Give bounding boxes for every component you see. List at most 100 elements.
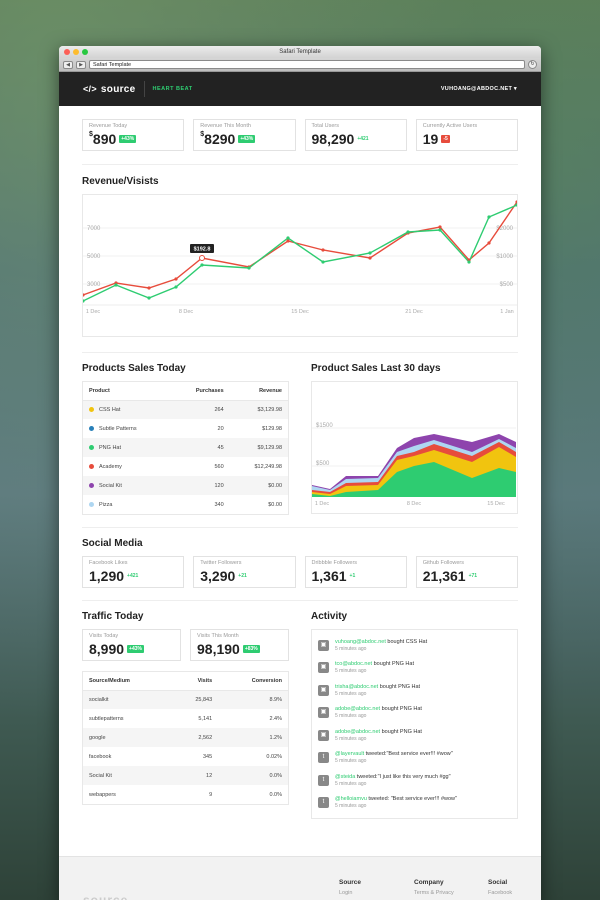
table-row[interactable]: socialkit 25,843 8.9% xyxy=(83,690,288,709)
footer-link-terms[interactable]: Terms & Privacy xyxy=(414,890,454,896)
data-point[interactable] xyxy=(487,241,491,245)
back-button[interactable]: ◀ xyxy=(63,60,73,69)
data-point[interactable] xyxy=(321,248,325,252)
data-point[interactable] xyxy=(81,299,85,303)
col-source[interactable]: Source/Medium xyxy=(83,672,171,691)
activity-user[interactable]: @steida xyxy=(335,773,356,780)
activity-item[interactable]: t @layervault tweeted:"Best service ever!… xyxy=(318,747,511,770)
activity-user[interactable]: @helloiamvu xyxy=(335,796,367,803)
col-purchases[interactable]: Purchases xyxy=(170,382,230,401)
social-card: Twitter Followers 3,290 +21 xyxy=(193,556,296,588)
activity-user[interactable]: vuhoang@abdoc.net xyxy=(335,638,386,645)
table-row[interactable]: Social Kit 12 0.0% xyxy=(83,766,288,785)
stat-card: Revenue Today $890 +43% xyxy=(82,119,185,151)
col-product[interactable]: Product xyxy=(83,382,171,401)
product-color-dot xyxy=(89,406,94,412)
col-conversion[interactable]: Conversion xyxy=(218,672,288,691)
sales-30-chart[interactable]: $1500 $500 1 Dec 8 Dec 15 Dec xyxy=(311,381,518,514)
col-visits[interactable]: Visits xyxy=(170,672,219,691)
table-row[interactable]: CSS Hat 264 $3,129.98 xyxy=(83,400,288,419)
data-point[interactable] xyxy=(438,228,442,232)
table-row[interactable]: Academy 560 $12,249.98 xyxy=(83,457,288,476)
table-row[interactable]: Subtle Patterns 20 $129.98 xyxy=(83,419,288,438)
data-point[interactable] xyxy=(174,285,178,289)
png-hat-area[interactable] xyxy=(312,462,516,497)
visits-cell: 2,562 xyxy=(170,728,219,747)
zoom-window-button[interactable] xyxy=(82,49,88,55)
data-point[interactable] xyxy=(321,260,325,264)
activity-time: 5 minutes ago xyxy=(335,735,367,742)
data-point[interactable] xyxy=(286,239,290,243)
logo[interactable]: </> source xyxy=(83,84,136,95)
x-tick-label: 1 Dec xyxy=(86,309,101,315)
minimize-window-button[interactable] xyxy=(73,49,79,55)
purchases-cell: 340 xyxy=(214,501,224,508)
revenue-chart[interactable]: 7000 $2000 5000 $1000 3000 $500 1 Dec 8 Dec 15 D… xyxy=(81,194,519,337)
user-menu[interactable]: VUHOANG@ABDOC.NET ▾ xyxy=(440,86,517,92)
logo-text: source xyxy=(100,83,136,95)
visits-month-value: 98,190 xyxy=(197,641,240,657)
activity-user[interactable]: adobe@abdoc.net xyxy=(335,706,381,713)
data-point[interactable] xyxy=(114,283,118,287)
col-revenue[interactable]: Revenue xyxy=(229,382,288,401)
social-delta: +421 xyxy=(127,573,139,579)
stat-number: 8290 xyxy=(204,131,236,147)
source-cell: webappers xyxy=(89,791,116,798)
activity-time: 5 minutes ago xyxy=(335,803,367,810)
activity-item[interactable]: ▣ trisha@abdoc.net bought PNG Hat 5 minute… xyxy=(318,679,511,702)
products-table: Product Purchases Revenue CSS Hat 264 $3,1… xyxy=(82,381,289,515)
activity-user[interactable]: adobe@abdoc.net xyxy=(335,728,381,735)
visits-cell: 5,141 xyxy=(198,715,213,722)
data-point[interactable] xyxy=(81,293,85,297)
activity-item[interactable]: t @steida tweeted:"I just like this very … xyxy=(318,769,511,792)
conversion-cell: 2.4% xyxy=(269,715,282,722)
stat-number: 890 xyxy=(92,131,117,147)
table-row[interactable]: webappers 9 0.0% xyxy=(83,785,288,804)
close-window-button[interactable] xyxy=(64,49,70,55)
revenue-chart-title: Revenue/Visists xyxy=(82,176,159,187)
highlighted-point[interactable] xyxy=(199,255,205,261)
activity-action: bought PNG Hat xyxy=(380,706,422,713)
social-label: Github Followers xyxy=(422,560,465,566)
data-point[interactable] xyxy=(487,215,491,219)
activity-time: 5 minutes ago xyxy=(335,690,367,697)
data-point[interactable] xyxy=(174,277,178,281)
footer-col-title: Social xyxy=(488,879,508,886)
data-point[interactable] xyxy=(438,225,442,229)
shopping-bag-icon: ▣ xyxy=(318,662,329,674)
activity-item[interactable]: ▣ adobe@abdoc.net bought PNG Hat 5 minutes… xyxy=(318,702,511,725)
activity-user[interactable]: tco@abdoc.net xyxy=(335,661,373,668)
table-row[interactable]: facebook 345 0.02% xyxy=(83,747,288,766)
activity-item[interactable]: ▣ vuhoang@abdoc.net bought CSS Hat 5 minut… xyxy=(318,634,511,657)
section-title[interactable]: HEART BEAT xyxy=(152,86,193,92)
table-row[interactable]: google 2,562 1.2% xyxy=(83,728,288,747)
activity-item[interactable]: ▣ tco@abdoc.net bought PNG Hat 5 minutes a… xyxy=(318,657,511,680)
data-point[interactable] xyxy=(286,236,290,240)
data-point[interactable] xyxy=(467,260,471,264)
activity-user[interactable]: trisha@abdoc.net xyxy=(335,683,379,690)
table-row[interactable]: subtlepatterns 5,141 2.4% xyxy=(83,709,288,728)
data-point[interactable] xyxy=(368,251,372,255)
data-point[interactable] xyxy=(406,230,410,234)
data-point[interactable] xyxy=(247,266,251,270)
reload-icon[interactable]: ↻ xyxy=(528,60,537,69)
forward-button[interactable]: ▶ xyxy=(76,60,86,69)
data-point[interactable] xyxy=(200,263,204,267)
data-point[interactable] xyxy=(147,286,151,290)
conversion-cell: 0.0% xyxy=(269,791,282,798)
table-row[interactable]: PNG Hat 45 $9,129.98 xyxy=(83,438,288,457)
url-bar[interactable]: Safari Template xyxy=(89,60,525,69)
activity-feed: ▣ vuhoang@abdoc.net bought CSS Hat 5 minut… xyxy=(311,629,518,819)
activity-item[interactable]: ▣ adobe@abdoc.net bought PNG Hat 5 minutes… xyxy=(318,724,511,747)
visits-cell: 25,843 xyxy=(170,690,219,709)
table-row[interactable]: Pizza 340 $0.00 xyxy=(83,495,288,514)
data-point[interactable] xyxy=(368,256,372,260)
activity-user[interactable]: @layervault xyxy=(335,751,365,758)
activity-item[interactable]: t @helloiamvu tweeted: "Best service ever… xyxy=(318,792,511,815)
footer-link-login[interactable]: Login xyxy=(339,890,353,896)
social-delta: +71 xyxy=(468,573,478,579)
footer-link-facebook[interactable]: Facebook xyxy=(488,890,513,896)
data-point[interactable] xyxy=(147,296,151,300)
table-row[interactable]: Social Kit 120 $0.00 xyxy=(83,476,288,495)
activity-text: @helloiamvu tweeted: "Best service ever!… xyxy=(335,796,457,809)
